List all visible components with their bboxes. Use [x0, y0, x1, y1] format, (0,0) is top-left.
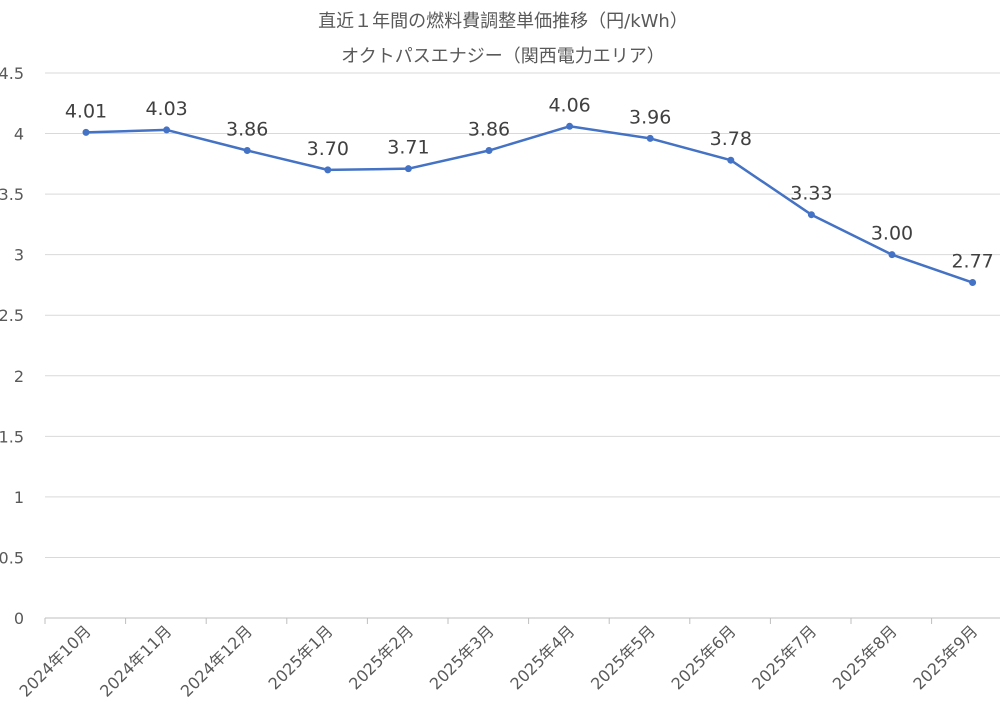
- series-line: [84, 125, 974, 284]
- data-point: [646, 134, 654, 142]
- y-tick-label: 1.5: [0, 427, 24, 446]
- x-tick-label: 2025年1月: [265, 621, 337, 693]
- data-point: [82, 128, 90, 136]
- data-point: [807, 211, 815, 219]
- data-label: 2.77: [951, 251, 993, 273]
- x-tick-label: 2025年3月: [426, 621, 498, 693]
- data-point: [243, 147, 251, 155]
- data-point: [324, 166, 332, 174]
- data-point: [566, 122, 574, 130]
- x-tick-label: 2025年7月: [748, 621, 820, 693]
- x-axis-ticks: 2024年10月 2024年11月 2024年12月 2025年1月 2025年2月 20…: [16, 618, 981, 701]
- data-point: [969, 279, 977, 287]
- x-tick-label: 2024年12月: [177, 621, 256, 700]
- series-layer: [82, 122, 977, 287]
- data-label: 3.86: [468, 119, 510, 141]
- data-label: 3.70: [307, 138, 349, 160]
- y-tick-label: 0.5: [0, 548, 24, 567]
- data-point: [485, 147, 493, 155]
- data-point: [404, 165, 412, 173]
- y-tick-label: 2.5: [0, 306, 24, 325]
- x-tick-label: 2024年11月: [96, 621, 175, 700]
- x-tick-label: 2025年4月: [506, 621, 578, 693]
- data-label: 4.06: [548, 94, 590, 116]
- data-label: 3.00: [871, 223, 913, 245]
- y-tick-label: 3.5: [0, 185, 24, 204]
- x-tick-label: 2025年8月: [829, 621, 901, 693]
- data-label: 3.78: [710, 128, 752, 150]
- data-point: [727, 156, 735, 164]
- data-label: 4.03: [145, 98, 187, 120]
- x-tick-label: 2025年5月: [587, 621, 659, 693]
- data-label: 4.01: [65, 100, 107, 122]
- x-tick-label: 2025年6月: [668, 621, 740, 693]
- y-tick-label: 2: [14, 367, 24, 386]
- chart-subtitle: オクトパスエナジー（関西電力エリア）: [341, 46, 665, 67]
- x-tick-label: 2025年2月: [345, 621, 417, 693]
- data-point: [163, 126, 171, 134]
- data-labels: 4.01 4.03 3.86 3.70 3.71 3.86 4.06 3.96 3.78 3.33…: [65, 94, 994, 272]
- y-tick-label: 3: [14, 246, 24, 265]
- y-tick-label: 1: [14, 488, 24, 507]
- data-point: [888, 251, 896, 259]
- data-label: 3.33: [790, 183, 832, 205]
- y-tick-label: 0: [14, 609, 24, 628]
- chart-title: 直近１年間の燃料費調整単価推移（円/kWh）: [318, 11, 688, 32]
- x-tick-label: 2025年9月: [909, 621, 981, 693]
- y-tick-label: 4: [14, 125, 24, 144]
- y-axis-ticks: 0 0.5 1 1.5 2 2.5 3 3.5 4 4.5: [0, 64, 24, 628]
- gridlines: [45, 72, 1000, 619]
- x-tick-label: 2024年10月: [16, 621, 95, 700]
- data-label: 3.71: [387, 137, 429, 159]
- y-tick-label: 4.5: [0, 64, 24, 83]
- data-label: 3.96: [629, 106, 671, 128]
- data-label: 3.86: [226, 119, 268, 141]
